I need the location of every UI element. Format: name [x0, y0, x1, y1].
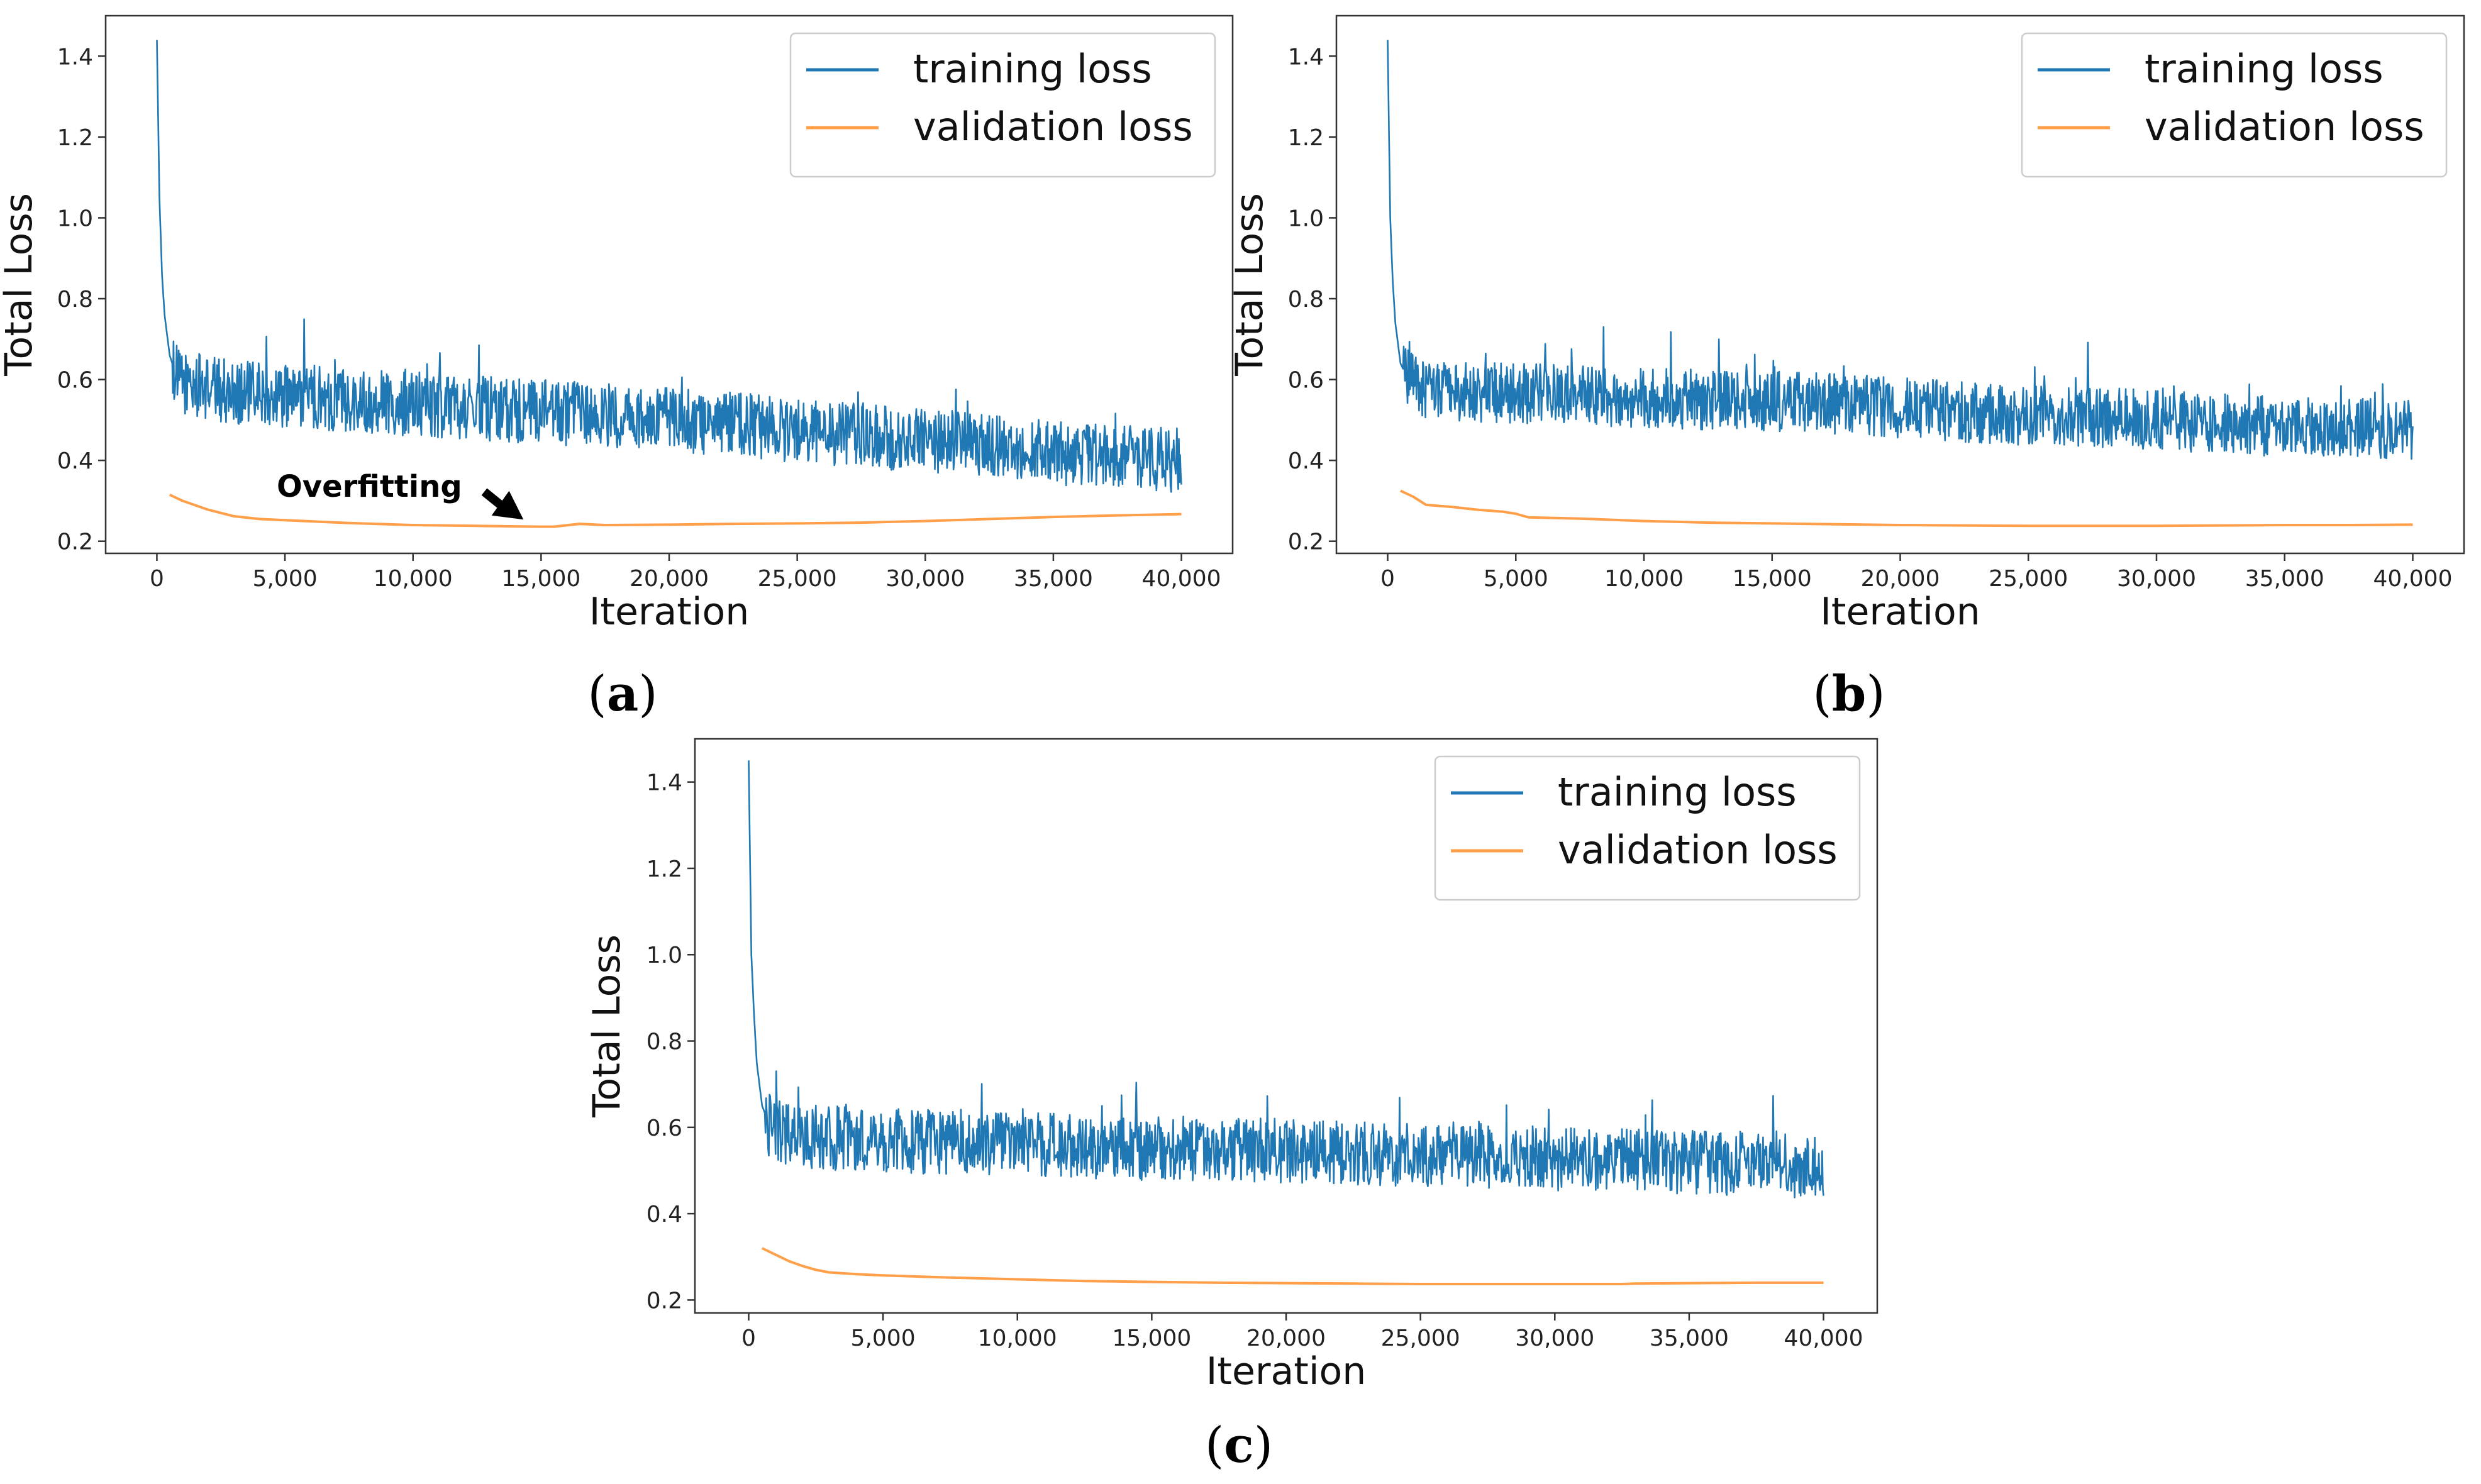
- y-tick-label: 0.6: [647, 1116, 682, 1141]
- y-tick-label: 1.2: [57, 125, 93, 151]
- legend-entry-label: validation loss: [913, 104, 1193, 150]
- y-tick-label: 1.4: [1288, 44, 1324, 70]
- x-tick-label: 25,000: [1989, 566, 2068, 592]
- overfitting-annotation: Overfitting: [277, 469, 524, 520]
- series-training-loss-line: [1387, 40, 2414, 460]
- x-tick-label: 35,000: [1650, 1326, 1729, 1351]
- y-tick-label: 1.2: [1288, 125, 1324, 151]
- series-validation-loss-line: [1400, 489, 2413, 528]
- panel-label-b: (b): [1812, 665, 1885, 723]
- series-validation-loss-line: [169, 493, 1182, 528]
- y-axis-label: Total Loss: [0, 193, 41, 377]
- x-tick-label: 20,000: [630, 566, 709, 592]
- x-tick-label: 15,000: [501, 566, 580, 592]
- series-training-loss-line: [156, 40, 1182, 493]
- chart-b: 0 5,000 10,000 15,000 20,000 25,000 30,000 35,0…: [1228, 14, 2465, 634]
- y-tick-label: 0.2: [647, 1288, 682, 1314]
- x-tick-label: 35,000: [1014, 566, 1093, 592]
- x-tick-label: 40,000: [1784, 1326, 1863, 1351]
- y-tick-label: 0.8: [57, 287, 93, 313]
- x-tick-label: 20,000: [1246, 1326, 1326, 1351]
- legend: training loss validation loss: [789, 32, 1216, 178]
- legend-box: [1434, 755, 1861, 901]
- series-training-loss-line: [748, 760, 1824, 1199]
- y-tick-label: 0.2: [57, 529, 93, 555]
- x-tick-label: 0: [741, 1326, 756, 1351]
- legend: training loss validation loss: [1434, 755, 1861, 901]
- x-axis-label: Iteration: [589, 590, 750, 634]
- panel-label-c: (c): [1205, 1417, 1273, 1474]
- x-tick-label: 40,000: [2373, 566, 2453, 592]
- y-tick-label: 1.4: [647, 770, 682, 796]
- y-tick-label: 0.6: [1288, 368, 1324, 394]
- x-tick-label: 5,000: [253, 566, 318, 592]
- x-tick-label: 40,000: [1142, 566, 1221, 592]
- chart-c: 0 5,000 10,000 15,000 20,000 25,000 30,000 35,0…: [585, 738, 1879, 1393]
- series-validation-loss-line: [761, 1247, 1824, 1285]
- y-axis-label: Total Loss: [585, 934, 629, 1118]
- annotation-arrow-head: [491, 490, 524, 520]
- legend-entry-label: validation loss: [2145, 104, 2424, 150]
- legend-box: [789, 32, 1216, 178]
- x-tick-label: 15,000: [1112, 1326, 1191, 1351]
- x-tick-label: 30,000: [885, 566, 965, 592]
- x-tick-label: 10,000: [374, 566, 453, 592]
- x-tick-label: 25,000: [1381, 1326, 1460, 1351]
- panel-label-a: (a): [587, 665, 657, 723]
- x-tick-label: 30,000: [1515, 1326, 1594, 1351]
- chart-a: 0 5,000 10,000 15,000 20,000 25,000 30,000 35,0…: [0, 14, 1234, 634]
- x-tick-label: 0: [150, 566, 164, 592]
- y-axis-label: Total Loss: [1228, 193, 1272, 377]
- y-tick-label: 0.4: [57, 448, 93, 474]
- legend-entry-label: training loss: [2145, 46, 2384, 92]
- legend-entry-label: training loss: [1558, 769, 1797, 815]
- y-tick-label: 0.4: [647, 1202, 682, 1227]
- annotation-text: Overfitting: [277, 469, 462, 504]
- y-tick-label: 1.0: [647, 943, 682, 968]
- legend-entry-label: validation loss: [1558, 827, 1838, 873]
- x-tick-label: 35,000: [2245, 566, 2324, 592]
- legend-box: [2021, 32, 2448, 178]
- x-axis-label: Iteration: [1820, 590, 1980, 634]
- x-tick-label: 20,000: [1861, 566, 1940, 592]
- x-tick-label: 0: [1380, 566, 1395, 592]
- y-tick-label: 1.2: [647, 856, 682, 882]
- x-axis-label: Iteration: [1206, 1349, 1367, 1393]
- x-tick-label: 5,000: [851, 1326, 916, 1351]
- y-tick-label: 0.8: [1288, 287, 1324, 313]
- legend-entry-label: training loss: [913, 46, 1152, 92]
- y-tick-label: 1.0: [1288, 206, 1324, 231]
- x-tick-label: 5,000: [1484, 566, 1548, 592]
- y-tick-label: 1.4: [57, 44, 93, 70]
- y-tick-label: 0.2: [1288, 529, 1324, 555]
- y-tick-label: 0.6: [57, 368, 93, 394]
- x-tick-label: 15,000: [1733, 566, 1812, 592]
- y-tick-label: 1.0: [57, 206, 93, 231]
- x-tick-label: 10,000: [978, 1326, 1057, 1351]
- x-tick-label: 10,000: [1604, 566, 1684, 592]
- legend: training loss validation loss: [2021, 32, 2448, 178]
- x-tick-label: 25,000: [758, 566, 837, 592]
- y-tick-label: 0.8: [647, 1029, 682, 1055]
- x-tick-label: 30,000: [2117, 566, 2196, 592]
- y-tick-label: 0.4: [1288, 448, 1324, 474]
